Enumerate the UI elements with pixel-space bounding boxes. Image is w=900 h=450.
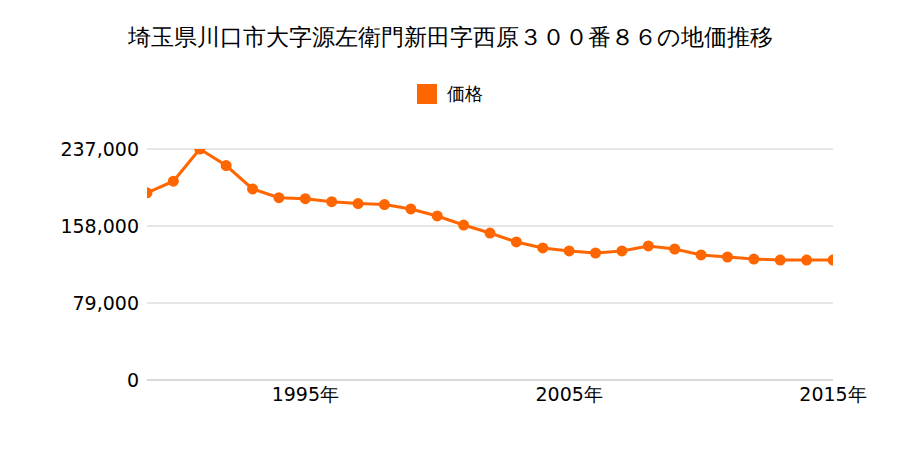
svg-text:2005年: 2005年 (535, 383, 602, 405)
html-text:埼玉県川口市大字源左衛門新田字西原３００番８６の地価推移: 埼玉県川口市大字源左衛門新田字西原３００番８６の地価推移 (127, 24, 773, 50)
html-text:価格: 価格 (447, 83, 483, 104)
svg-text:0: 0 (127, 369, 139, 391)
svg-text:158,000: 158,000 (60, 215, 139, 237)
svg-text:2015年: 2015年 (799, 383, 866, 405)
svg-text:237,000: 237,000 (60, 138, 139, 160)
svg-text:1995年: 1995年 (272, 383, 339, 405)
svg-text:79,000: 79,000 (73, 292, 139, 314)
